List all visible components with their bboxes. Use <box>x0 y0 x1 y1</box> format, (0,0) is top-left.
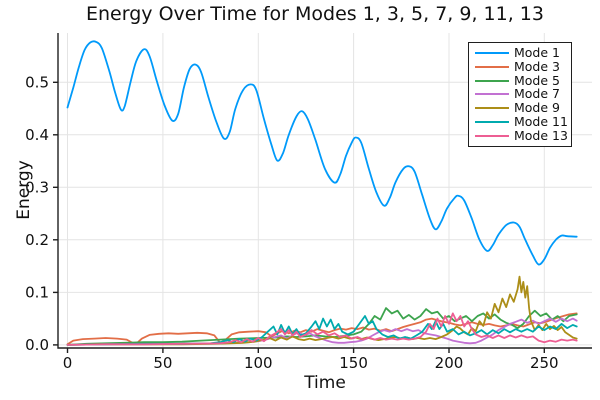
y-tick-label: 0.4 <box>25 126 49 144</box>
legend-line-sample <box>475 121 509 124</box>
legend-label: Mode 11 <box>514 114 568 130</box>
x-tick-label: 200 <box>435 354 464 372</box>
series-line-mode-11 <box>66 315 578 346</box>
legend-line-sample <box>475 93 509 96</box>
legend-label: Mode 7 <box>514 86 560 102</box>
x-tick-label: 0 <box>63 354 73 372</box>
series-line-mode-1 <box>66 40 578 266</box>
legend-entry: Mode 11 <box>475 114 568 130</box>
legend-line-sample <box>475 107 509 110</box>
series-line-mode-3 <box>66 312 578 346</box>
legend-line-sample <box>475 134 509 137</box>
x-tick-label: 100 <box>244 354 273 372</box>
legend-entry: Mode 13 <box>475 127 568 143</box>
y-tick-label: 0.5 <box>25 73 49 91</box>
y-tick-label: 0.3 <box>25 178 49 196</box>
series-line-mode-5 <box>66 307 578 346</box>
legend-entry: Mode 9 <box>475 102 565 114</box>
y-tick-label: 0.2 <box>25 231 49 249</box>
series-line-mode-7 <box>66 317 578 346</box>
legend-label: Mode 9 <box>514 100 560 116</box>
legend-label: Mode 5 <box>514 72 560 88</box>
legend-label: Mode 1 <box>514 45 560 60</box>
y-axis-label: Energy <box>14 160 34 220</box>
legend-entry: Mode 3 <box>475 58 565 74</box>
legend: Mode 1 Mode 3 Mode 5 Mode 7 Mode 9 Mode 11 Mod… <box>468 42 572 147</box>
x-tick-label: 50 <box>153 354 172 372</box>
legend-line-sample <box>475 79 509 82</box>
legend-line-sample <box>475 52 509 54</box>
legend-entry: Mode 5 <box>475 72 565 88</box>
axis-spines <box>57 33 592 349</box>
y-tick-label: 0.1 <box>25 283 49 301</box>
legend-label: Mode 13 <box>514 127 568 143</box>
legend-label: Mode 3 <box>514 58 560 74</box>
legend-entry: Mode 7 <box>475 88 565 100</box>
legend-line-sample <box>475 65 509 68</box>
series-line-mode-13 <box>66 312 578 346</box>
x-axis-label: Time <box>304 373 346 393</box>
chart-title: Energy Over Time for Modes 1, 3, 5, 7, 9… <box>86 3 544 25</box>
x-tick-label: 250 <box>530 354 559 372</box>
series-line-mode-9 <box>66 275 578 346</box>
x-tick-label: 150 <box>339 354 368 372</box>
legend-entry: Mode 1 <box>475 45 565 60</box>
y-tick-label: 0.0 <box>25 336 49 354</box>
